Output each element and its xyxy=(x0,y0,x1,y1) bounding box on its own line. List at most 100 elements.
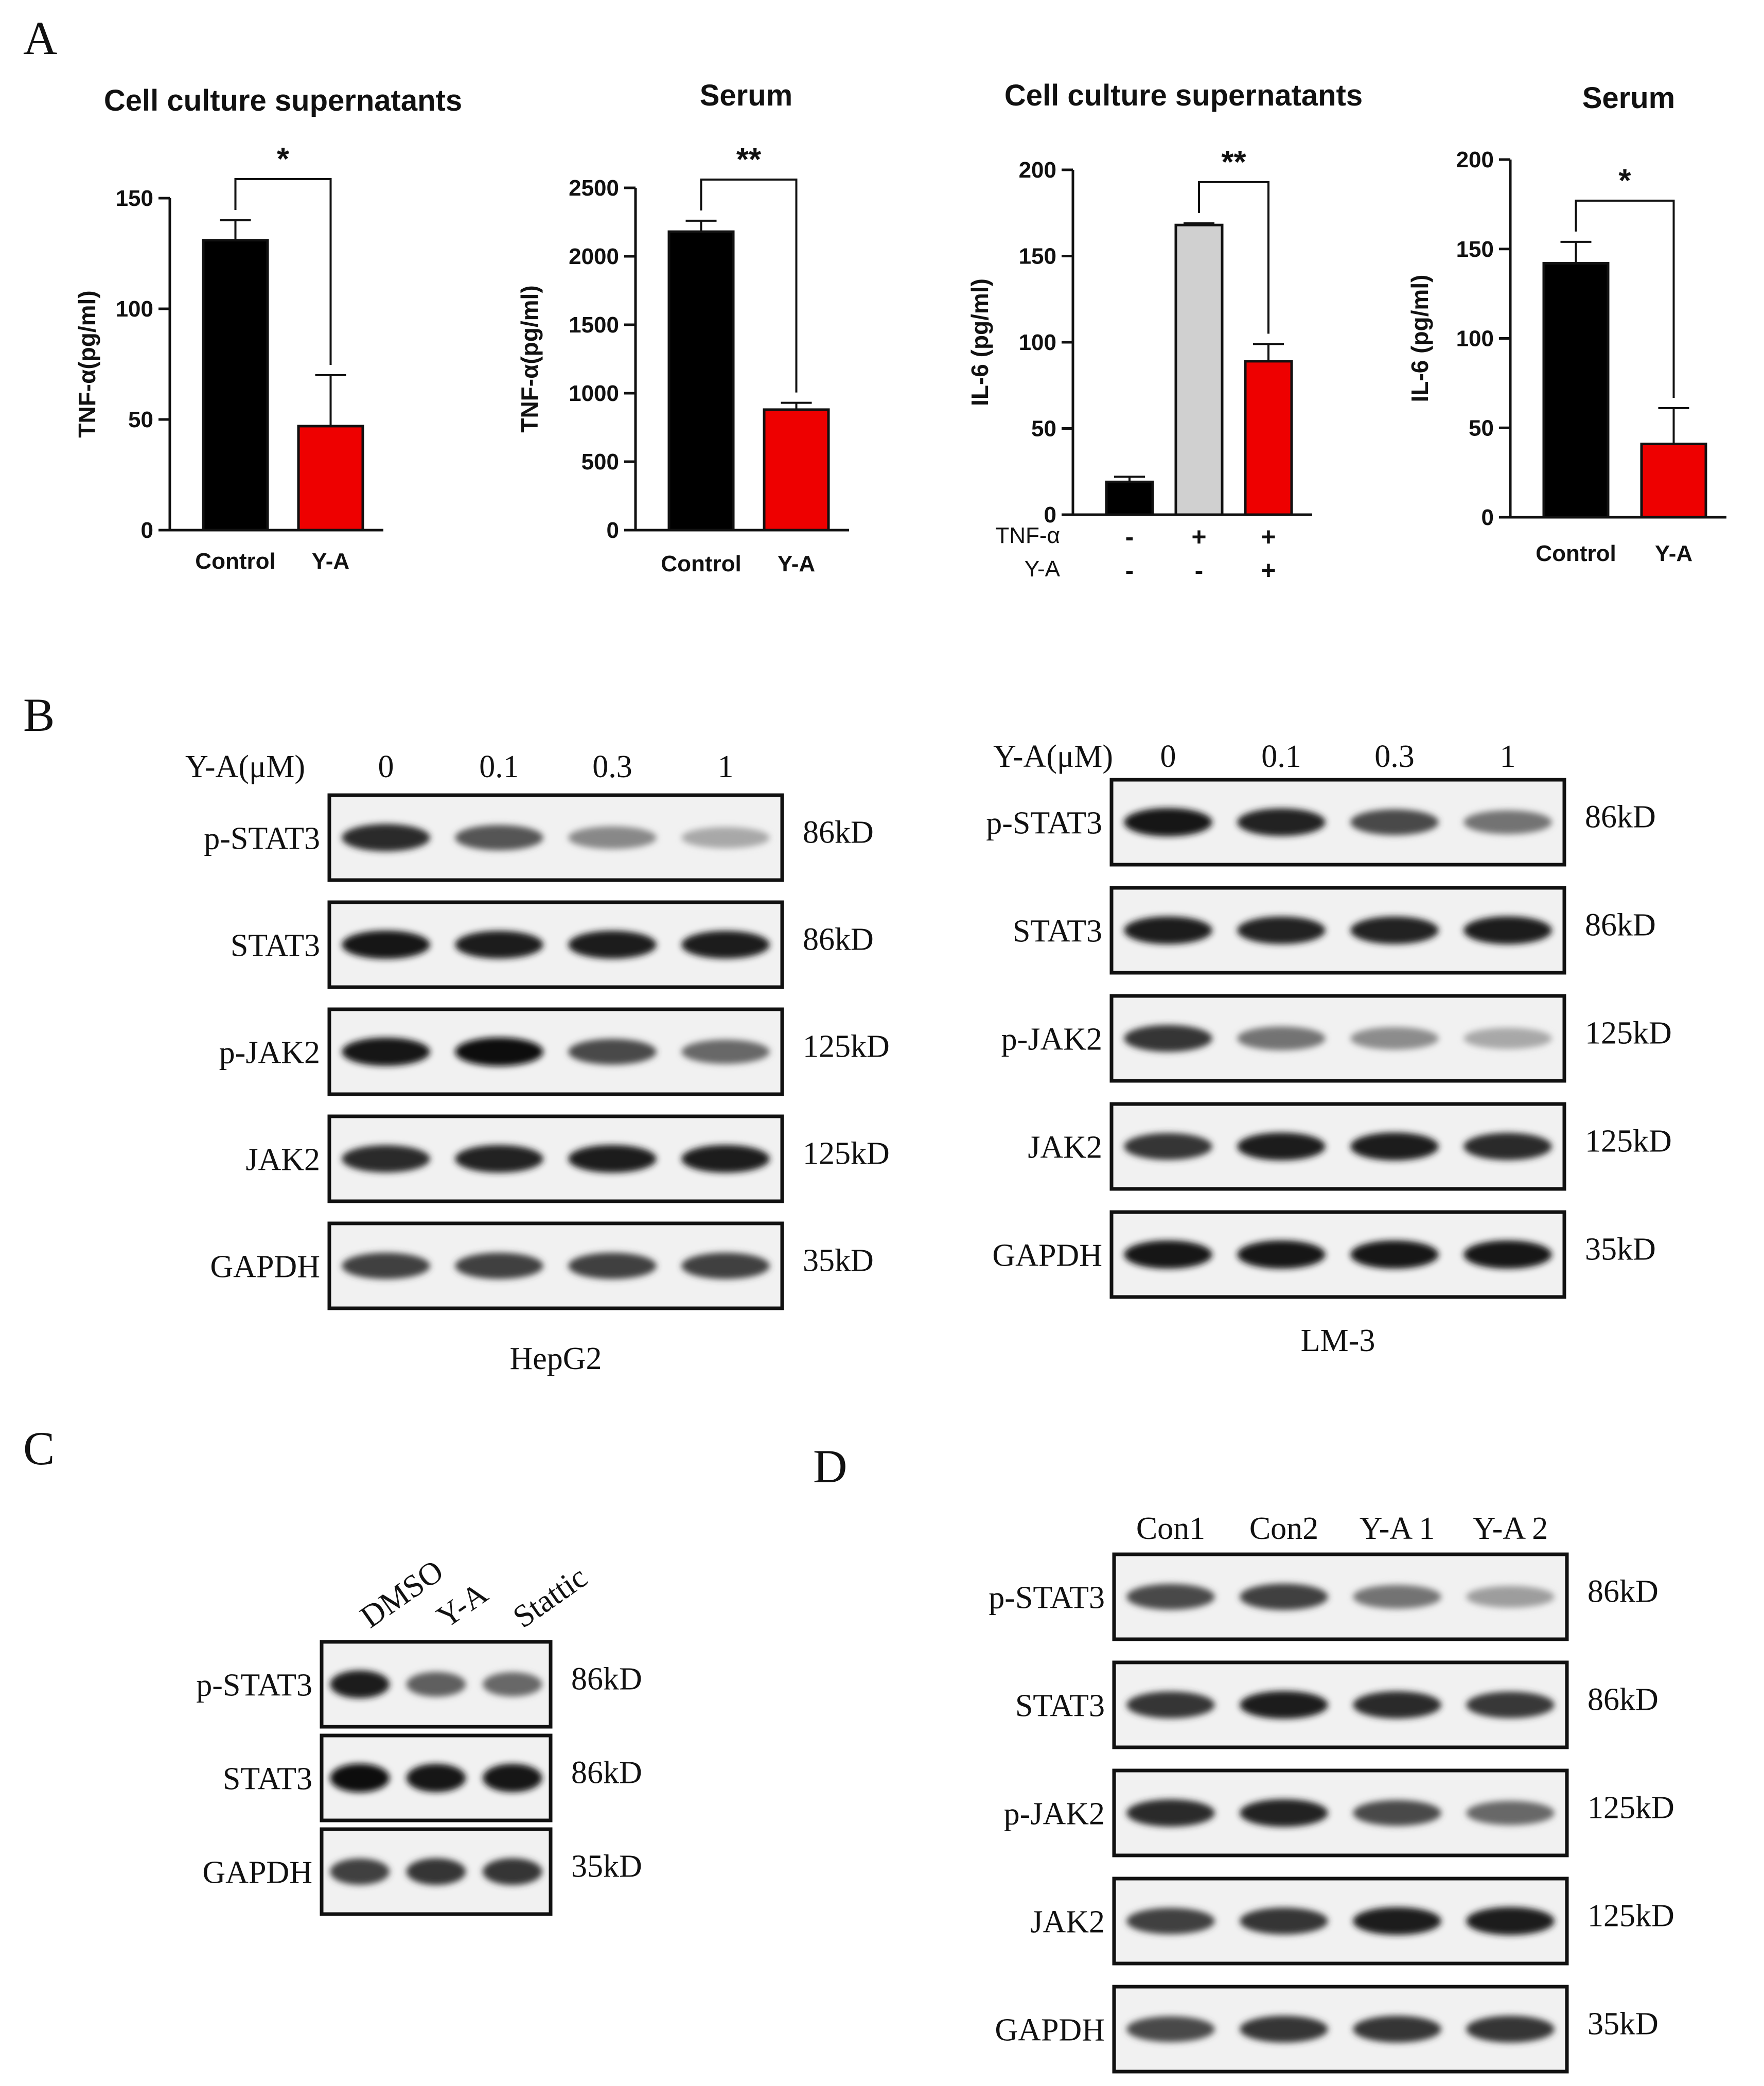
panel-a-charts: Cell culture supernatants 0 50 100 150 TNF-α(… xyxy=(74,79,1726,585)
x-category-label: Y-A xyxy=(312,549,349,574)
protein-band xyxy=(330,1858,390,1885)
protein-band xyxy=(482,1858,542,1885)
bar-2 xyxy=(1640,443,1707,519)
blot-row-stat3: STAT3 86kD xyxy=(231,900,874,989)
bar-chart-2: Serum 0 500 1000 1500 2000 2500 TNF-α(pg/ml) Con… xyxy=(516,79,849,576)
significance-bracket xyxy=(700,178,798,393)
bar-chart-3: Cell culture supernatants 0 50 100 150 200 IL-… xyxy=(966,79,1363,585)
significance-marker: * xyxy=(277,142,290,177)
protein-label: GAPDH xyxy=(202,1855,312,1890)
chart-title: Cell culture supernatants xyxy=(1004,79,1363,112)
y-tick-label: 100 xyxy=(1456,326,1494,352)
protein-label: JAK2 xyxy=(1030,1905,1105,1940)
bar-chart-4: Serum 0 50 100 150 200 IL-6 (pg/ml) Control Y-A * xyxy=(1406,81,1726,566)
protein-band xyxy=(455,1037,543,1066)
bar-1 xyxy=(1105,480,1154,516)
molecular-weight-label: 125kD xyxy=(803,1029,890,1064)
protein-band xyxy=(1124,1025,1212,1052)
protein-band xyxy=(406,1672,466,1697)
protein-label: p-JAK2 xyxy=(1004,1797,1105,1832)
protein-band xyxy=(455,825,543,851)
protein-band xyxy=(1126,1907,1215,1935)
blot-row-p-stat3: p-STAT3 86kD xyxy=(989,1552,1659,1641)
protein-band xyxy=(1466,1586,1555,1608)
blot-row-p-jak2: p-JAK2 125kD xyxy=(1004,1768,1674,1857)
protein-label: JAK2 xyxy=(1028,1130,1102,1165)
protein-band xyxy=(1463,810,1552,834)
bar-1 xyxy=(1542,262,1610,519)
protein-band xyxy=(1463,1240,1552,1269)
y-tick-label: 200 xyxy=(1456,147,1494,172)
condition-mark: - xyxy=(1125,556,1134,585)
protein-band xyxy=(1463,1027,1552,1049)
molecular-weight-label: 86kD xyxy=(1585,800,1656,835)
blot-b-right: Y-A(μM) 0 0.1 0.3 1 p-STAT3 86kD STAT3 86kD p-JAK… xyxy=(986,739,1672,1358)
significance-marker: ** xyxy=(1221,145,1246,180)
protein-band xyxy=(1466,1800,1555,1826)
blot-row-p-stat3: p-STAT3 86kD xyxy=(986,778,1656,867)
molecular-weight-label: 86kD xyxy=(571,1756,642,1791)
protein-band xyxy=(1124,916,1212,944)
molecular-weight-label: 35kD xyxy=(1585,1232,1656,1267)
protein-band xyxy=(1240,1907,1328,1935)
protein-band xyxy=(406,1763,466,1793)
chart-title: Cell culture supernatants xyxy=(104,84,462,117)
panel-letter-c: C xyxy=(23,1422,55,1475)
protein-band xyxy=(1126,1799,1215,1827)
blot-row-jak2: JAK2 125kD xyxy=(245,1114,890,1203)
lane-label: Con1 xyxy=(1136,1511,1205,1546)
protein-band xyxy=(1240,1583,1328,1610)
protein-label: p-STAT3 xyxy=(196,1668,312,1703)
bar-2 xyxy=(297,425,364,532)
y-tick-label: 500 xyxy=(581,449,619,475)
protein-band xyxy=(1237,808,1326,836)
molecular-weight-label: 35kD xyxy=(571,1849,642,1884)
significance-marker: * xyxy=(1618,163,1631,199)
blot-row-stat3: STAT3 86kD xyxy=(1013,886,1656,975)
panel-letter-b: B xyxy=(23,689,55,741)
protein-band xyxy=(342,823,430,852)
protein-band xyxy=(1240,1799,1328,1827)
molecular-weight-label: 86kD xyxy=(803,815,874,850)
blot-row-gapdh: GAPDH 35kD xyxy=(995,1985,1659,2074)
protein-band xyxy=(1353,2015,1441,2043)
lane-label: Stattic xyxy=(507,1559,594,1635)
protein-band xyxy=(342,1252,430,1279)
protein-band xyxy=(681,1252,770,1279)
protein-band xyxy=(342,930,430,959)
protein-band xyxy=(1350,1240,1439,1269)
protein-label: p-STAT3 xyxy=(986,806,1102,841)
lane-label: Y-A 1 xyxy=(1360,1511,1435,1546)
protein-band xyxy=(1353,1691,1441,1719)
molecular-weight-label: 125kD xyxy=(1587,1899,1674,1934)
x-category-label: Control xyxy=(661,551,741,576)
protein-band xyxy=(455,931,543,959)
protein-band xyxy=(342,1145,430,1173)
y-tick-label: 150 xyxy=(1456,237,1494,262)
dose-header-label: Y-A(μM) xyxy=(993,739,1113,774)
protein-band xyxy=(568,826,657,849)
protein-band xyxy=(1240,2015,1328,2043)
protein-band xyxy=(1350,916,1439,944)
x-category-label: Control xyxy=(1536,541,1616,566)
condition-mark: + xyxy=(1261,556,1276,585)
cell-line-caption: LM-3 xyxy=(1301,1323,1375,1358)
protein-label: p-JAK2 xyxy=(1001,1022,1102,1057)
y-tick-label: 50 xyxy=(128,407,153,432)
protein-band xyxy=(342,1037,430,1066)
y-tick-label: 50 xyxy=(1469,415,1494,441)
protein-band xyxy=(482,1763,542,1793)
molecular-weight-label: 35kD xyxy=(1587,2007,1659,2042)
protein-band xyxy=(482,1672,542,1697)
protein-band xyxy=(1466,1691,1555,1719)
protein-label: GAPDH xyxy=(992,1238,1102,1273)
blot-row-p-stat3: p-STAT3 86kD xyxy=(204,793,874,882)
lane-label: 0 xyxy=(378,749,394,784)
protein-band xyxy=(568,1145,657,1173)
lane-label: 0.1 xyxy=(1261,739,1301,774)
y-tick-label: 100 xyxy=(116,296,153,322)
protein-band xyxy=(406,1858,466,1885)
protein-band xyxy=(1350,1027,1439,1050)
